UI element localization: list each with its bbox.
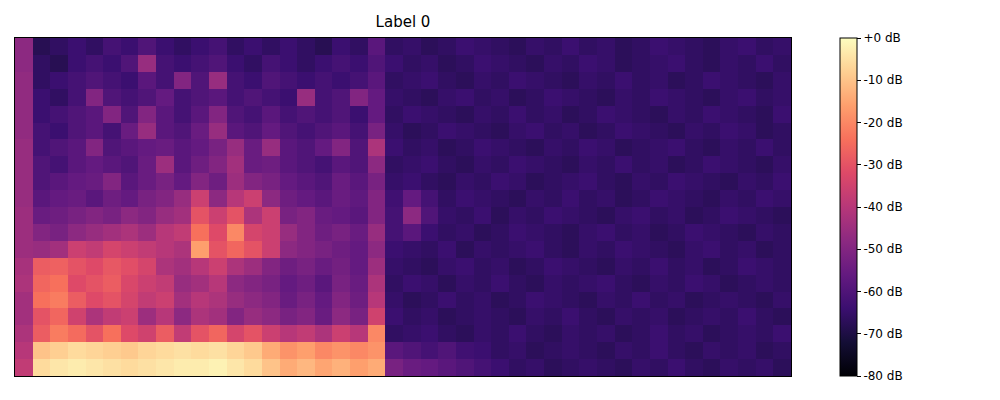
svg-text:-60 dB: -60 dB bbox=[863, 285, 902, 299]
svg-text:-20 dB: -20 dB bbox=[863, 116, 902, 130]
svg-text:-50 dB: -50 dB bbox=[863, 242, 902, 256]
svg-text:-80 dB: -80 dB bbox=[863, 369, 902, 383]
svg-text:-70 dB: -70 dB bbox=[863, 327, 902, 341]
svg-text:Label 0: Label 0 bbox=[376, 13, 431, 31]
svg-text:-40 dB: -40 dB bbox=[863, 200, 902, 214]
svg-text:+0 dB: +0 dB bbox=[863, 31, 900, 45]
svg-text:-30 dB: -30 dB bbox=[863, 158, 902, 172]
svg-text:-10 dB: -10 dB bbox=[863, 73, 902, 87]
